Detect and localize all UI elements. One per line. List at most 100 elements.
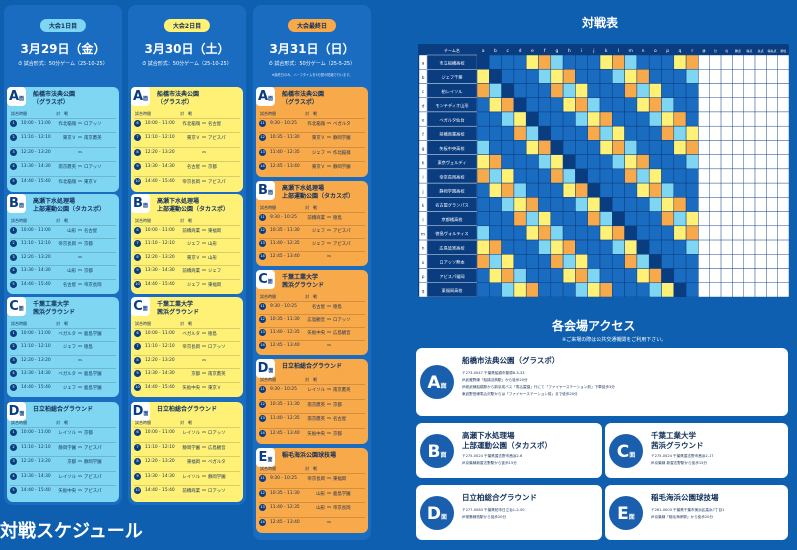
- away-team: 広島観音: [333, 331, 351, 336]
- match-cell: [648, 268, 662, 284]
- stat-cell: [698, 239, 710, 255]
- match-cell: [599, 54, 613, 70]
- venue-name: 船橋市法典公園 （グラスポ）: [157, 91, 200, 106]
- match-cell: [501, 97, 515, 113]
- away-team: 山形: [208, 255, 217, 261]
- match-row: 2 11:10 - 12:10 東京Ｖ vs 南京鷹英: [10, 132, 116, 142]
- match-time: 11:10 - 12:10: [145, 241, 175, 247]
- access-card: B面 高瀬下水処理場 上部運動公園（タカスポ） 〒275-0024 千葉県習志野市茜…: [416, 423, 602, 478]
- home-team: 広島観音: [307, 318, 325, 323]
- match-row: 6 10:00 - 11:00 前橋商業 vs 東福岡: [134, 225, 240, 234]
- match-time: 10:35 - 11:30: [270, 401, 300, 407]
- match-row: 7 11:10 - 12:10 帝京長岡 vs ロアッソ: [134, 341, 240, 351]
- away-team: 京都: [84, 242, 93, 248]
- match-cell: [525, 254, 539, 269]
- stat-cell: [766, 211, 778, 227]
- row-letter: h: [422, 160, 425, 166]
- stat-header: 順位: [780, 48, 786, 53]
- match-cell: [587, 239, 601, 255]
- vs-label: vs: [78, 331, 82, 335]
- match-cell: [636, 211, 650, 227]
- column-letter: p: [666, 49, 669, 54]
- match-row: 14 12:45 - 13:40 東京Ｖ vs 静岡学園: [259, 160, 365, 170]
- match-row: 12 10:35 - 11:30 東京Ｖ vs 静岡学園: [259, 132, 365, 142]
- match-number: 12: [259, 316, 266, 323]
- match-cell: [624, 125, 638, 141]
- match-cell: [525, 225, 539, 241]
- stat-cell: [743, 69, 756, 84]
- stat-cell: [698, 125, 710, 141]
- away-team: 作北稲嶺: [333, 150, 351, 156]
- match-time: 12:45 - 13:40: [270, 343, 300, 348]
- stat-cell: [777, 211, 790, 227]
- match-cell: [575, 268, 588, 284]
- match-cell: [661, 254, 675, 269]
- match-row: 12 10:35 - 11:30 広島観音 vs ロアッソ: [259, 314, 365, 323]
- vs-label: vs: [327, 241, 331, 245]
- away-team: アビスパ: [84, 489, 102, 495]
- match-cell: [538, 140, 552, 155]
- stat-cell: [720, 254, 733, 269]
- match-cell: [550, 182, 564, 198]
- stat-cell: [709, 83, 722, 98]
- match-number: 4: [10, 267, 17, 275]
- stat-cell: [698, 268, 710, 283]
- match-number: 3: [10, 148, 17, 156]
- venue-card: C面 千葉工業大学 茜浜グラウンド 試合時間対 戦 1 10:00 - 11:00 ベガル…: [7, 297, 119, 397]
- stat-cell: [698, 111, 710, 127]
- match-number: 6: [134, 120, 141, 127]
- match-cell: [538, 225, 552, 241]
- vs-label: vs: [202, 331, 206, 335]
- column-letter: h: [568, 48, 571, 54]
- home-team: 作北稲嶺: [182, 122, 200, 127]
- match-cell: [648, 97, 662, 113]
- access-line: 〒275-0024 千葉県習志野市茜浜2-17: [651, 454, 714, 458]
- stat-cell: [743, 254, 756, 269]
- stat-cell: [777, 140, 790, 155]
- venue-card: B面 高瀬下水処理場 上部運動公園（タカスポ） 試合時間対 戦 6 10:00 - 11…: [131, 194, 243, 294]
- match-cell: [661, 197, 675, 212]
- vs-label: vs: [78, 488, 82, 493]
- match-cell: [476, 83, 490, 98]
- match-cell: [661, 239, 675, 255]
- stat-cell: [743, 83, 756, 98]
- match-row: 13 11:40 - 12:35 ジェフ vs 作北稲嶺: [259, 146, 365, 156]
- match-row: 8 12:20 - 13:20 東福岡 vs ベガルタ: [134, 456, 240, 466]
- match-number: 9: [134, 163, 141, 171]
- match-row: 8 12:20 - 13:20 vs: [134, 354, 240, 364]
- team-name: 東福岡高校: [442, 287, 464, 294]
- match-cell: [685, 239, 699, 255]
- match-cell: [501, 125, 515, 141]
- match-row: 14 12:45 - 13:40 vs: [259, 516, 365, 526]
- match-cell: [612, 282, 625, 298]
- match-cell: [587, 282, 601, 298]
- away-team: 帝京長岡: [333, 506, 351, 511]
- vs-label: vs: [202, 371, 206, 376]
- stat-cell: [698, 168, 710, 184]
- stat-cell: [698, 83, 710, 98]
- match-cell: [685, 254, 699, 269]
- away-team: 東福岡: [208, 282, 222, 288]
- match-cell: [525, 182, 539, 198]
- home-team: 山形: [67, 269, 76, 275]
- match-time: 14:40 - 15:40: [145, 178, 175, 184]
- vs-label: vs: [202, 268, 206, 273]
- match-time: 11:40 - 12:35: [270, 330, 300, 335]
- away-team: アビスパ: [333, 242, 351, 247]
- match-cell: [673, 97, 687, 113]
- table-col-label: チーム名: [444, 47, 460, 53]
- match-cell: [661, 282, 675, 298]
- vs-label: vs: [202, 241, 206, 246]
- venue-letter: B面: [7, 194, 26, 213]
- match-number: 6: [134, 429, 141, 436]
- home-team: ジェフ: [186, 282, 200, 288]
- day-date: 3月31日（日）: [269, 42, 355, 56]
- match-time: 12:20 - 13:20: [145, 254, 175, 260]
- match-cell: [489, 68, 502, 84]
- match-time: 13:30 - 14:30: [145, 164, 175, 170]
- vs-label: vs: [327, 430, 331, 435]
- home-team: 山形: [316, 491, 325, 497]
- stat-cell: [777, 97, 790, 113]
- stat-cell: [709, 268, 722, 283]
- match-cell: [476, 111, 490, 127]
